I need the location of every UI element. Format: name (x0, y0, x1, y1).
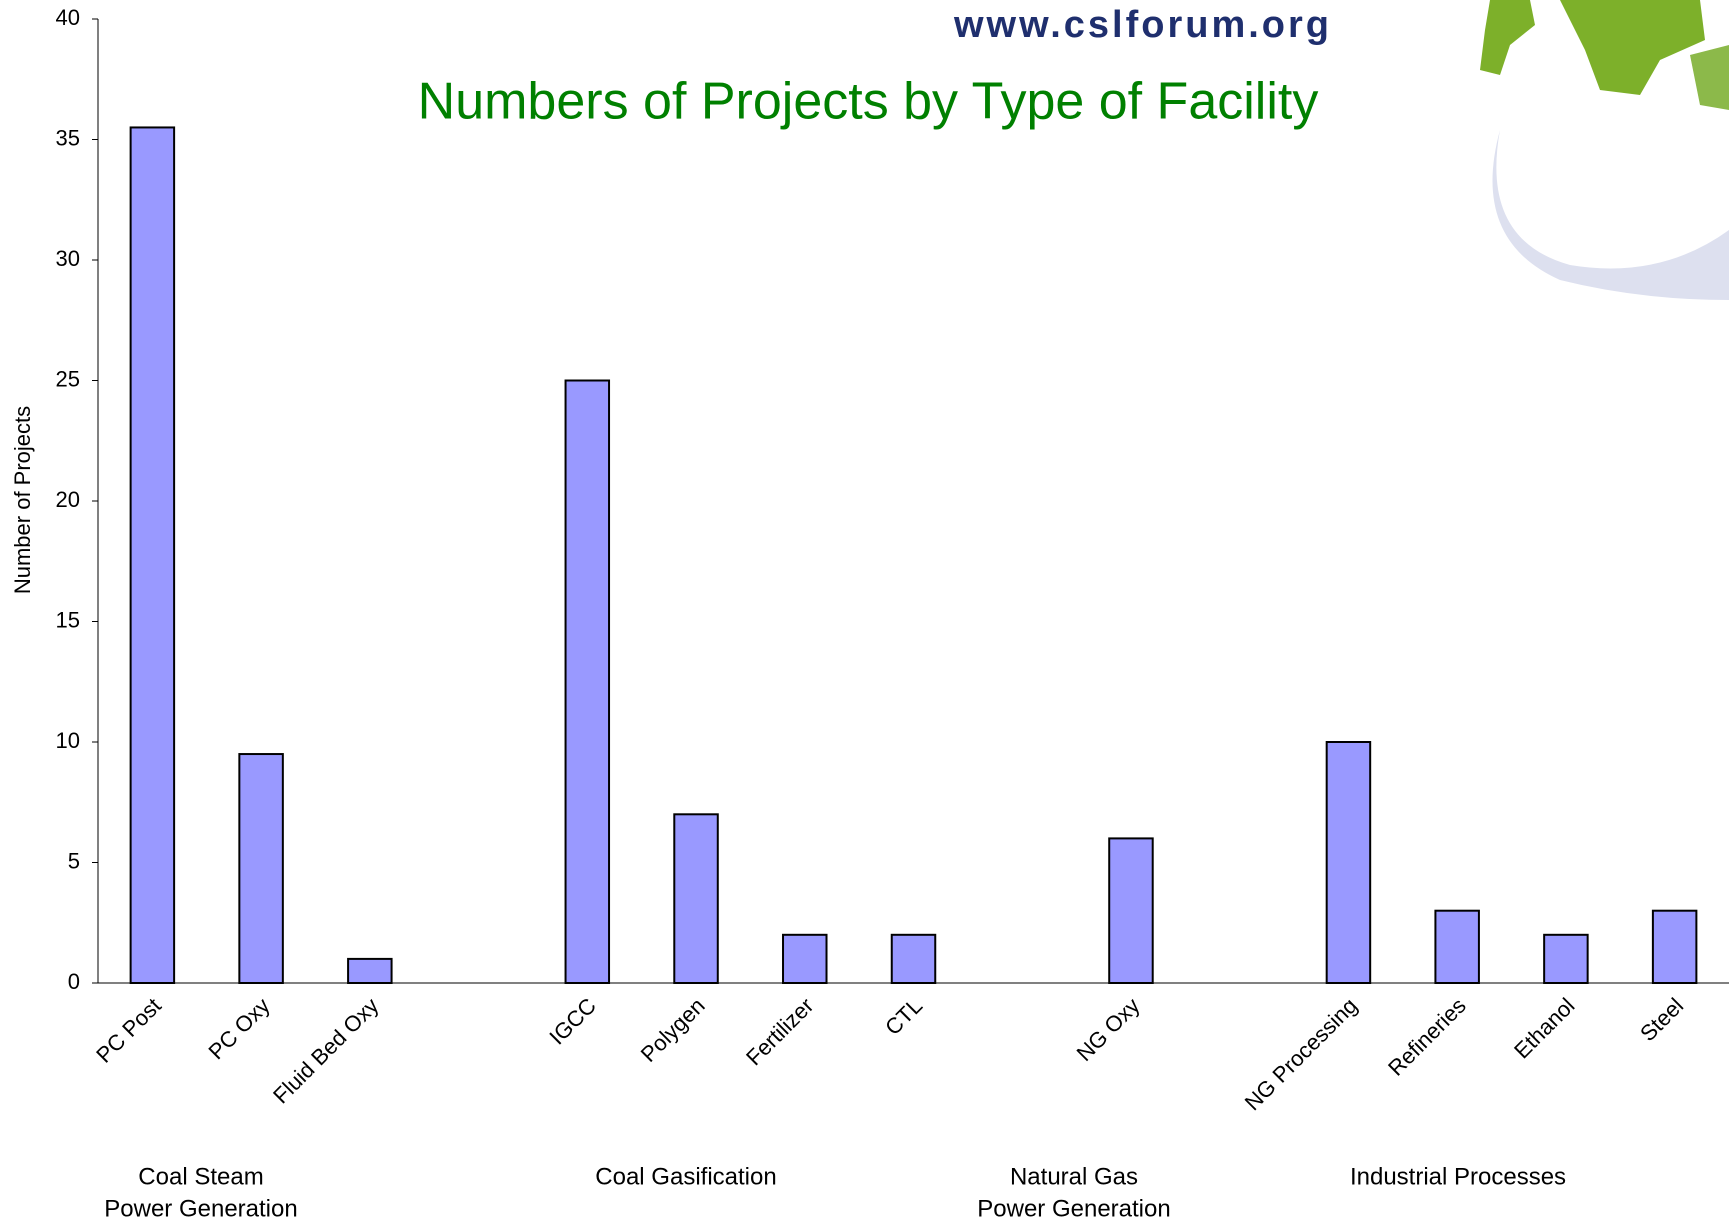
bar (1325, 741, 1372, 984)
x-tick-label: PC Post (91, 993, 166, 1068)
bar (1108, 837, 1154, 985)
continent (1690, 45, 1729, 110)
bar (1434, 909, 1480, 985)
bar (347, 957, 393, 985)
y-tick-label: 5 (68, 848, 80, 873)
x-tick-label: CTL (880, 993, 927, 1040)
group-label: Power Generation (977, 1195, 1170, 1222)
bar (238, 753, 284, 984)
x-tick-label: IGCC (544, 993, 601, 1050)
x-tick-label: PC Oxy (203, 993, 274, 1064)
continent (1480, 0, 1535, 75)
y-tick-label: 35 (56, 125, 80, 150)
y-tick-label: 30 (56, 246, 80, 271)
x-tick-label: Polygen (636, 993, 710, 1067)
bar (1543, 933, 1589, 984)
x-tick-label: Fluid Bed Oxy (268, 993, 383, 1108)
group-label: Coal Gasification (595, 1163, 776, 1190)
bar (782, 933, 828, 984)
website: www.cslforum.org (953, 4, 1332, 46)
bar (129, 126, 176, 984)
group-label: Industrial Processes (1350, 1163, 1566, 1190)
x-tick-label: Steel (1635, 993, 1688, 1046)
x-tick-label: Refineries (1383, 993, 1471, 1081)
y-tick-label: 10 (56, 728, 80, 753)
group-label: Power Generation (104, 1195, 297, 1222)
y-tick-label: 25 (56, 366, 80, 391)
x-tick-label: NG Oxy (1072, 993, 1145, 1066)
y-tick-label: 15 (56, 607, 80, 632)
y-tick-label: 0 (68, 969, 80, 994)
bar (1651, 909, 1698, 985)
x-tick-label: NG Processing (1240, 993, 1362, 1115)
bar (564, 379, 611, 984)
chart-title: Numbers of Projects by Type of Facility (418, 73, 1319, 131)
x-tick-label: Fertilizer (741, 993, 818, 1070)
x-tick-label: Ethanol (1509, 993, 1579, 1063)
bar (673, 813, 719, 984)
y-axis-label: Number of Projects (10, 406, 35, 594)
y-tick-label: 20 (56, 487, 80, 512)
swoosh (1492, 130, 1729, 300)
y-tick-label: 40 (56, 5, 80, 30)
group-label: Coal Steam (138, 1163, 263, 1190)
group-label: Natural Gas (1010, 1163, 1138, 1190)
globe-decoration (1480, 0, 1729, 300)
bar (890, 933, 937, 984)
continent (1560, 0, 1705, 95)
